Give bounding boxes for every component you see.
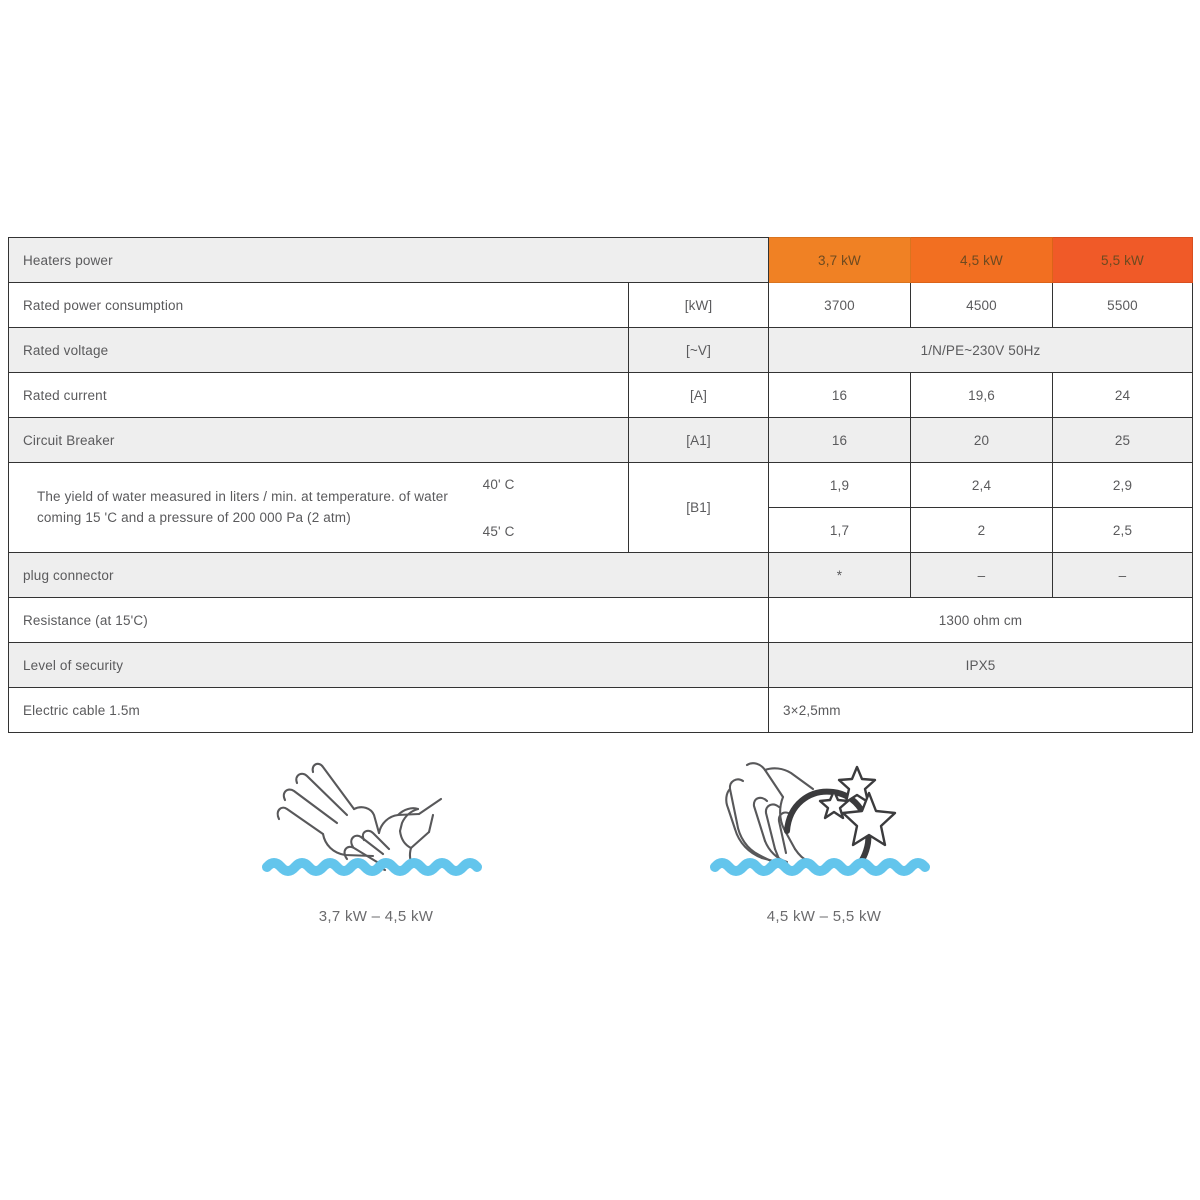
cell-level-of-security-merged: IPX5 bbox=[768, 642, 1193, 688]
cell-circuit-breaker-45: 20 bbox=[910, 417, 1053, 463]
cell-yield-40-55: 2,9 bbox=[1052, 462, 1193, 508]
header-power-45: 4,5 kW bbox=[910, 237, 1053, 283]
water-waves-icon bbox=[262, 858, 482, 876]
table-row-heaters-power: Heaters power 3,7 kW 4,5 kW 5,5 kW bbox=[8, 237, 1193, 283]
row-label-yield-text: The yield of water measured in liters / … bbox=[37, 488, 449, 525]
cell-rated-current-45: 19,6 bbox=[910, 372, 1053, 418]
water-waves-icon bbox=[710, 858, 930, 876]
cell-rated-power-45: 4500 bbox=[910, 282, 1053, 328]
table-row-resistance: Resistance (at 15'C) 1300 ohm cm bbox=[8, 597, 1193, 643]
cell-yield-45-37: 1,7 bbox=[768, 507, 911, 553]
table-row-rated-power: Rated power consumption [kW] 3700 4500 5… bbox=[8, 282, 1193, 328]
figure-hands-in-water: 3,7 kW – 4,5 kW bbox=[261, 745, 491, 925]
cell-rated-current-55: 24 bbox=[1052, 372, 1193, 418]
cell-plug-connector-37: * bbox=[768, 552, 911, 598]
cell-rated-power-55: 5500 bbox=[1052, 282, 1193, 328]
row-label-heaters-power: Heaters power bbox=[8, 237, 769, 283]
row-label-resistance: Resistance (at 15'C) bbox=[8, 597, 769, 643]
cell-yield-40-37: 1,9 bbox=[768, 462, 911, 508]
cell-plug-connector-45: – bbox=[910, 552, 1053, 598]
table-row-rated-voltage: Rated voltage [~V] 1/N/PE~230V 50Hz bbox=[8, 327, 1193, 373]
row-label-rated-voltage: Rated voltage bbox=[8, 327, 629, 373]
row-unit-rated-current: [A] bbox=[628, 372, 769, 418]
row-unit-circuit-breaker: [A1] bbox=[628, 417, 769, 463]
row-label-electric-cable: Electric cable 1.5m bbox=[8, 687, 769, 733]
cell-circuit-breaker-37: 16 bbox=[768, 417, 911, 463]
table-row-rated-current: Rated current [A] 16 19,6 24 bbox=[8, 372, 1193, 418]
cell-circuit-breaker-55: 25 bbox=[1052, 417, 1193, 463]
row-label-rated-power: Rated power consumption bbox=[8, 282, 629, 328]
yield-temperature-labels: 40' C 45' C bbox=[479, 477, 518, 539]
hands-in-water-icon bbox=[262, 762, 482, 876]
hands-washing-sparkle-icon bbox=[710, 762, 930, 876]
row-unit-rated-voltage: [~V] bbox=[628, 327, 769, 373]
table-row-plug-connector: plug connector * – – bbox=[8, 552, 1193, 598]
figure-hands-washing-sparkle: 4,5 kW – 5,5 kW bbox=[709, 745, 939, 925]
yield-temp-45: 45' C bbox=[482, 523, 515, 539]
row-label-plug-connector: plug connector bbox=[8, 552, 769, 598]
table-row-level-of-security: Level of security IPX5 bbox=[8, 642, 1193, 688]
table-row-circuit-breaker: Circuit Breaker [A1] 16 20 25 bbox=[8, 417, 1193, 463]
table-row-yield-40: The yield of water measured in liters / … bbox=[8, 462, 1193, 553]
header-power-55: 5,5 kW bbox=[1052, 237, 1193, 283]
cell-yield-45-55: 2,5 bbox=[1052, 507, 1193, 553]
header-power-37: 3,7 kW bbox=[768, 237, 911, 283]
cell-yield-40-45: 2,4 bbox=[910, 462, 1053, 508]
water-stream-arc bbox=[784, 788, 872, 872]
table-row-electric-cable: Electric cable 1.5m 3×2,5mm bbox=[8, 687, 1193, 733]
yield-temp-40: 40' C bbox=[482, 476, 515, 492]
figures-row: 3,7 kW – 4,5 kW bbox=[0, 745, 1200, 925]
figure-caption-1: 3,7 kW – 4,5 kW bbox=[318, 908, 434, 925]
cell-yield-45-45: 2 bbox=[910, 507, 1053, 553]
cell-plug-connector-55: – bbox=[1052, 552, 1193, 598]
row-unit-rated-power: [kW] bbox=[628, 282, 769, 328]
cell-resistance-merged: 1300 ohm cm bbox=[768, 597, 1193, 643]
cell-rated-voltage-merged: 1/N/PE~230V 50Hz bbox=[768, 327, 1193, 373]
sparkle-stars-icon bbox=[818, 765, 897, 847]
specifications-table: Heaters power 3,7 kW 4,5 kW 5,5 kW Rated… bbox=[8, 237, 1193, 733]
row-label-circuit-breaker: Circuit Breaker bbox=[8, 417, 629, 463]
cell-electric-cable-merged: 3×2,5mm bbox=[768, 687, 1193, 733]
table-row-yield-45: 1,7 2 2,5 bbox=[9, 507, 1193, 553]
figure-caption-2: 4,5 kW – 5,5 kW bbox=[766, 908, 882, 925]
cell-rated-power-37: 3700 bbox=[768, 282, 911, 328]
cell-rated-current-37: 16 bbox=[768, 372, 911, 418]
row-label-level-of-security: Level of security bbox=[8, 642, 769, 688]
row-label-rated-current: Rated current bbox=[8, 372, 629, 418]
row-label-yield: The yield of water measured in liters / … bbox=[8, 462, 629, 553]
row-unit-yield: [B1] bbox=[628, 462, 769, 553]
